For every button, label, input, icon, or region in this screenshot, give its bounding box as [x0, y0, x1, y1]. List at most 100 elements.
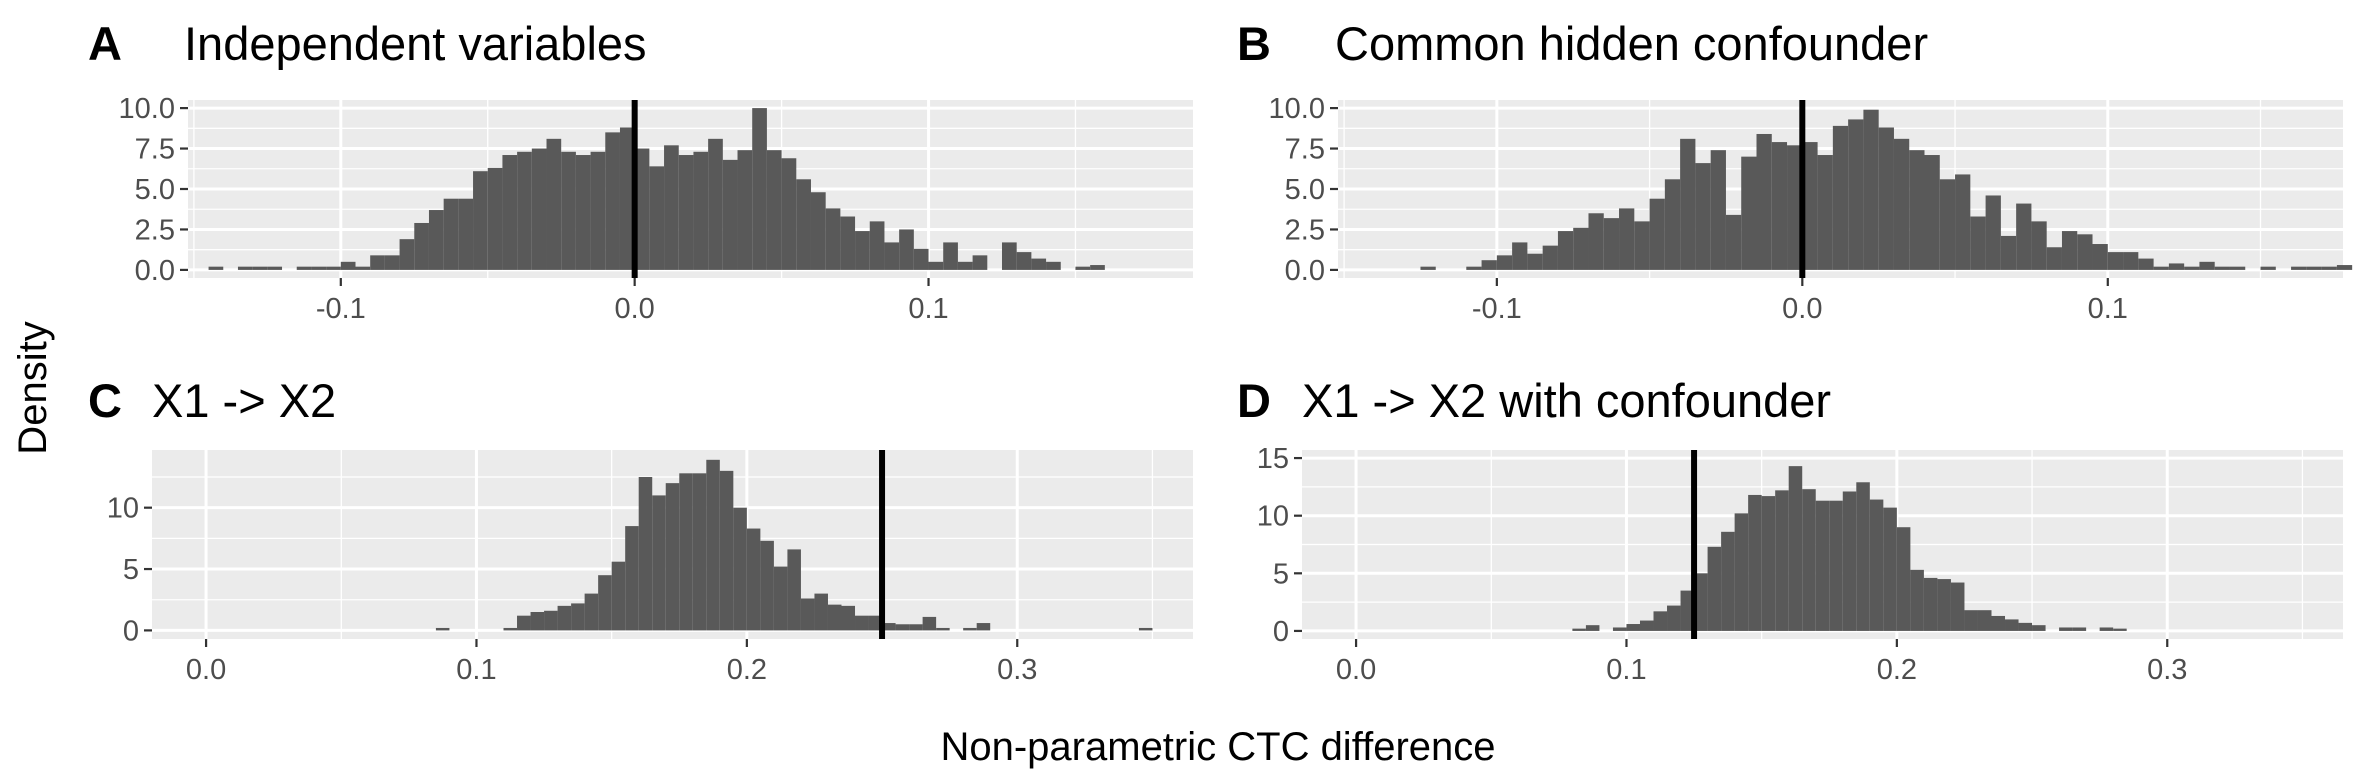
histogram-bar: [840, 216, 856, 270]
histogram-bar: [611, 561, 626, 631]
histogram-bar: [2336, 265, 2353, 270]
y-tick-label: 10: [1257, 501, 1289, 533]
histogram-bar: [2260, 266, 2276, 270]
histogram-bar: [370, 255, 385, 270]
histogram-bar: [2291, 266, 2307, 270]
histogram-bar: [2229, 266, 2246, 270]
x-tick-label: 0.0: [186, 654, 226, 686]
histogram-bar: [2321, 266, 2337, 270]
histogram-bar: [326, 266, 341, 270]
histogram-bar: [1603, 218, 1620, 270]
histogram-bar: [746, 528, 761, 631]
histogram-bar: [2018, 622, 2033, 631]
histogram-bar: [692, 473, 707, 631]
histogram-bar: [1748, 494, 1762, 631]
histogram-bar: [1031, 258, 1047, 270]
histogram-bar: [737, 150, 753, 270]
histogram-bar: [1721, 531, 1735, 631]
histogram-bar: [855, 231, 870, 270]
histogram-bar: [1707, 546, 1722, 631]
histogram-bar: [722, 159, 738, 270]
histogram-bar: [517, 151, 532, 270]
y-tick-label: 2.5: [1285, 214, 1325, 246]
histogram-bar: [1075, 266, 1091, 270]
histogram-bar: [1842, 491, 1857, 631]
histogram-bar: [649, 166, 665, 270]
histogram-bar: [557, 605, 572, 631]
panel-a: A Independent variables -0.1 0.0 0.1 0.0 2.5…: [88, 17, 1193, 325]
histogram-bar: [1585, 625, 1600, 631]
histogram-bar: [2306, 266, 2322, 270]
histogram-bar: [1802, 489, 1816, 631]
histogram-bar: [773, 566, 788, 631]
histogram-bar: [1817, 155, 1833, 270]
histogram-bar: [530, 612, 545, 631]
x-tick-label: -0.1: [1472, 293, 1522, 325]
y-tick-label: 0: [123, 615, 139, 647]
histogram-bar: [766, 150, 782, 270]
histogram-bar: [2092, 244, 2108, 270]
histogram-bar: [976, 623, 991, 631]
histogram-bar: [841, 605, 856, 631]
histogram-bar: [1725, 214, 1742, 270]
histogram-bar: [561, 151, 576, 270]
y-tick-label: 10: [107, 493, 139, 525]
histogram-bar: [693, 151, 709, 270]
histogram-bar: [1741, 156, 1757, 270]
histogram-bar: [1829, 500, 1843, 631]
histogram-bar: [1680, 590, 1695, 631]
histogram-bar: [2059, 627, 2073, 631]
histogram-bar: [1924, 155, 1940, 270]
histogram-bar: [1977, 610, 1992, 631]
histogram-bar: [936, 627, 950, 631]
histogram-bar: [796, 179, 811, 270]
histogram-bar: [814, 593, 828, 631]
histogram-bar: [2214, 266, 2230, 270]
histogram-bar: [909, 624, 923, 631]
histogram-bar: [895, 624, 910, 631]
histogram-bar: [1542, 245, 1558, 270]
histogram-bar: [399, 239, 415, 270]
y-axis-title: Density: [11, 321, 55, 454]
histogram-bar: [827, 604, 842, 631]
panel-d: D X1 -> X2 with confounder 0.0 0.1 0.2 0.30…: [1237, 374, 2343, 686]
histogram-bar: [1680, 138, 1696, 270]
y-tick-label: 0.0: [135, 255, 175, 287]
x-tick-label: 0.0: [615, 293, 655, 325]
histogram-bar: [1991, 615, 2006, 631]
histogram-bar: [2005, 619, 2019, 631]
histogram-bar: [634, 148, 650, 270]
histogram-bar: [1557, 231, 1574, 270]
histogram-bar: [2000, 235, 2017, 270]
histogram-bar: [1695, 163, 1711, 270]
histogram-bar: [443, 198, 459, 270]
histogram-bar: [625, 526, 639, 631]
histogram-bar: [1619, 208, 1635, 270]
histogram-bar: [1896, 527, 1911, 631]
x-tick-label: -0.1: [316, 293, 366, 325]
panel-c-title: X1 -> X2: [152, 374, 336, 427]
histogram-bar: [1869, 499, 1884, 631]
x-tick-label: 0.2: [727, 654, 767, 686]
x-tick-label: 0.3: [2147, 654, 2187, 686]
histogram-bar: [2099, 627, 2114, 631]
histogram-bar: [208, 266, 224, 270]
y-tick-label: 5: [1273, 558, 1289, 590]
histogram-bar: [1856, 482, 1870, 631]
histogram-bar: [1950, 582, 1965, 631]
histogram-bar: [1964, 610, 1978, 631]
y-tick-label: 7.5: [1285, 134, 1325, 166]
histogram-bar: [1664, 179, 1681, 270]
histogram-bar: [972, 255, 988, 270]
histogram-bar: [679, 473, 693, 631]
histogram-bar: [957, 261, 973, 270]
histogram-bar: [1634, 221, 1650, 270]
histogram-bar: [296, 266, 312, 270]
panel-b: B Common hidden confounder -0.1 0.0 0.1 0.0…: [1237, 17, 2353, 325]
histogram-bar: [1734, 513, 1749, 631]
histogram-bar: [575, 155, 591, 270]
histogram-bar: [1775, 490, 1789, 631]
histogram-bar: [922, 616, 937, 631]
histogram-bar: [1572, 628, 1586, 631]
histogram-bar: [869, 221, 885, 270]
